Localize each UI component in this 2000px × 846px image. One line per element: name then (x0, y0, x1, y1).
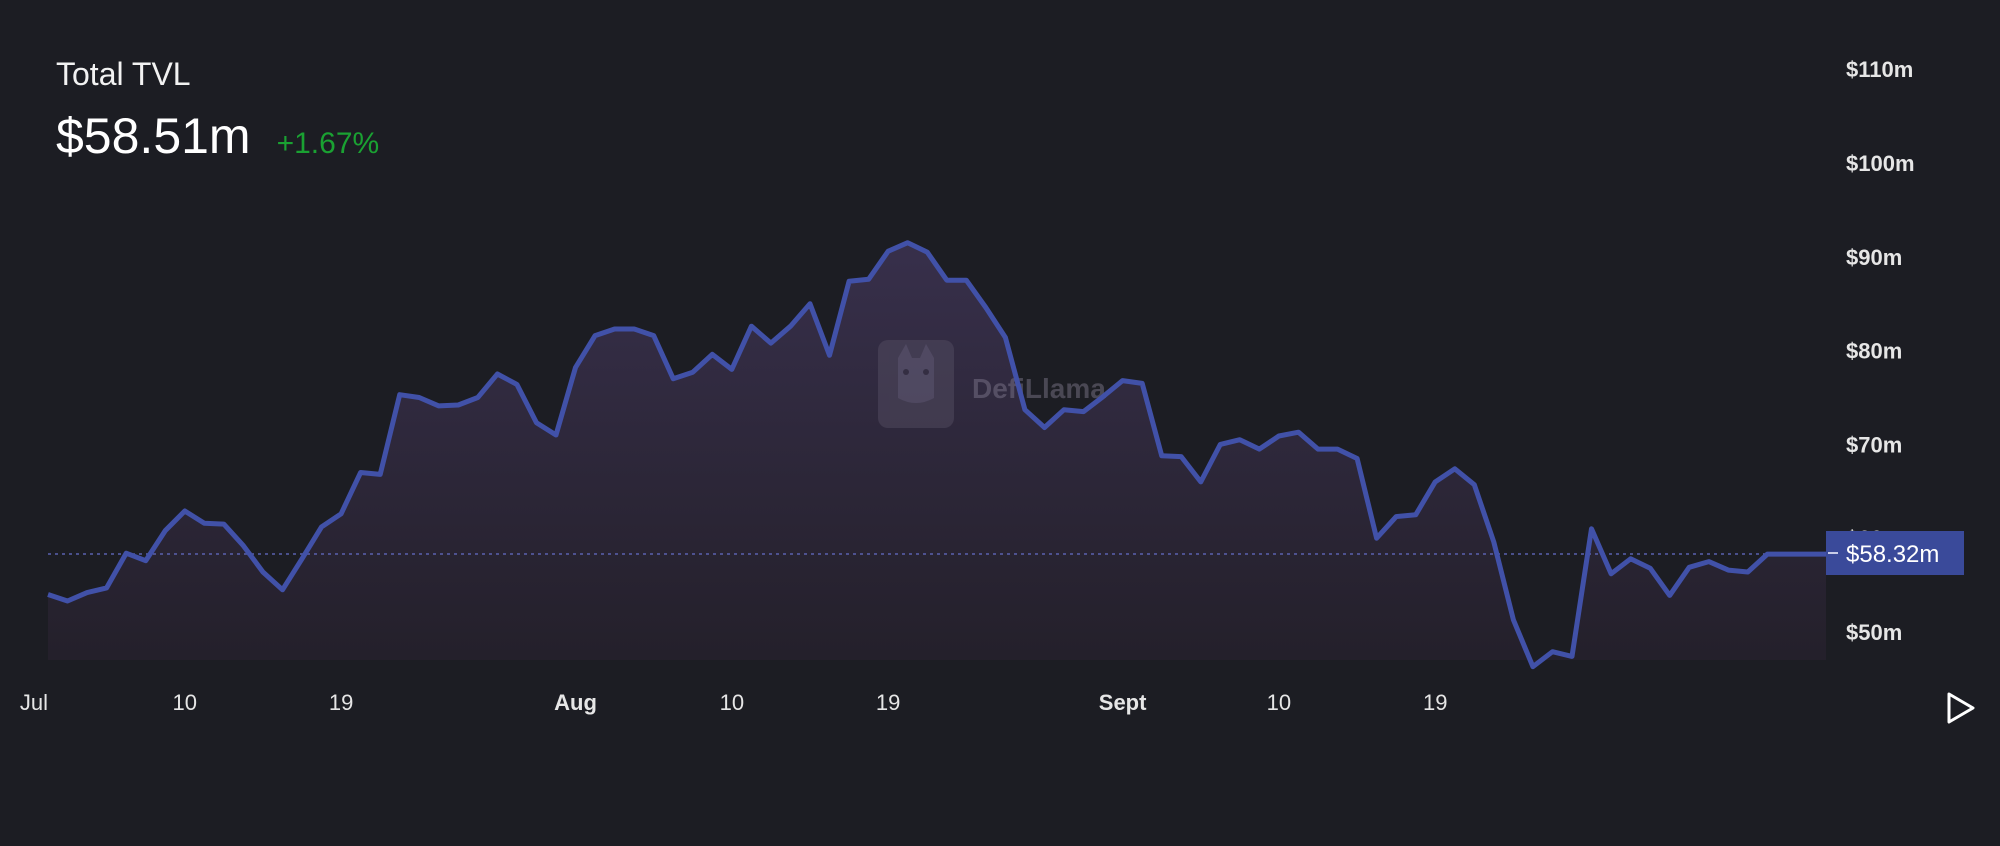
x-tick-label: 19 (1423, 690, 1447, 715)
x-tick-label: 10 (720, 690, 744, 715)
x-tick-label: Sept (1099, 690, 1147, 715)
y-tick-label: $110m (1846, 57, 1913, 82)
current-price-text: $58.32m (1846, 541, 1939, 568)
play-icon[interactable] (1946, 691, 1976, 725)
series-area (48, 242, 1826, 667)
tvl-value-row: $58.51m +1.67% (56, 108, 379, 164)
x-tick-label: 10 (1267, 690, 1291, 715)
y-tick-label: $90m (1846, 245, 1902, 270)
x-tick-label: 19 (329, 690, 353, 715)
watermark-text: DefiLlama (972, 373, 1106, 404)
x-tick-label: 10 (173, 690, 197, 715)
series-line (47, 240, 1826, 670)
y-tick-label: $80m (1846, 339, 1902, 364)
x-tick-label: 19 (876, 690, 900, 715)
y-tick-label: $70m (1846, 432, 1902, 457)
area-layer (48, 242, 1826, 667)
x-tick-label: Aug (554, 690, 597, 715)
tvl-value: $58.51m (56, 108, 251, 164)
y-axis: $50m$60m$70m$80m$90m$100m$110m (1846, 57, 1915, 645)
current-price-label: $58.32m (1826, 531, 1964, 575)
y-tick-label: $100m (1846, 151, 1915, 176)
defillama-watermark: DefiLlama (878, 340, 1106, 428)
y-tick-label: $50m (1846, 620, 1902, 645)
tvl-header: Total TVL $58.51m +1.67% (56, 54, 379, 164)
chart-title: Total TVL (56, 56, 191, 92)
x-axis: Jul 10 19 Aug 10 19 Sept 10 19 (20, 690, 1448, 715)
x-tick-label: Jul (20, 690, 48, 715)
tvl-change: +1.67% (276, 127, 380, 160)
